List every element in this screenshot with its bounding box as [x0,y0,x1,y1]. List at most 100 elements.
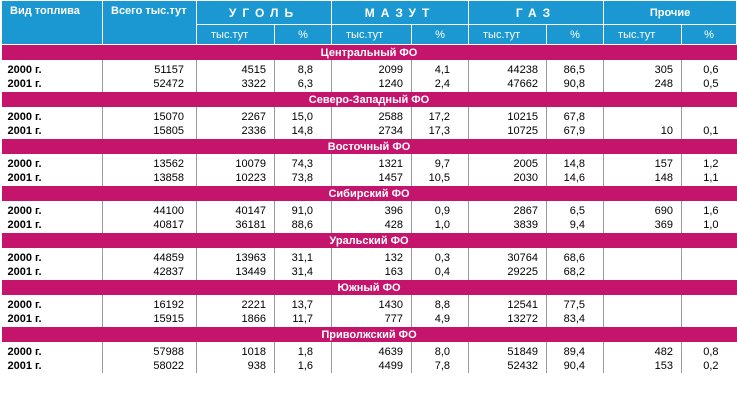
region-row: Сибирский ФО [1,185,737,201]
cell-gas-pct: 6,5 [546,201,605,218]
cell-other-pct: 0,2 [703,360,719,372]
cell-fuel-oil-pct: 9,7 [411,154,470,171]
cell-gas: 10215 [468,107,548,124]
cell-fuel-oil-pct: 2,4 [411,77,470,92]
cell-coal-pct: 1,6 [274,359,333,373]
table-row: 2001 г. 15915 1866 11,7 777 4,9 13272 83,4 [1,312,737,327]
cell-coal-pct: 91,0 [274,201,333,218]
cell-fuel-oil: 428 [331,218,413,233]
cell-fuel-oil: 4639 [331,342,413,359]
cell-year: 2001 г. [1,124,103,139]
region-row: Уральский ФО [1,232,737,248]
cell-gas: 13272 [468,312,548,327]
cell-other-pct: 0,5 [703,78,719,90]
gas-pct-header: % [546,24,605,45]
cell-gas-pct: 77,5 [546,295,605,312]
cell-coal: 1866 [196,312,275,327]
cell-coal-pct: 11,7 [274,312,333,327]
cell-gas: 30764 [468,248,548,265]
cell-coal: 13963 [196,248,275,265]
cell-total: 13562 [102,154,197,171]
cell-other-pct: 1,6 [703,205,719,217]
cell-coal-pct: 15,0 [274,107,333,124]
cell-fuel-oil: 1321 [331,154,413,171]
cell-coal: 1018 [196,342,275,359]
region-row: Северо-Западный ФО [1,91,737,107]
cell-coal: 13449 [196,265,275,280]
cell-year: 2000 г. [1,60,103,77]
coal-pct-header: % [273,24,333,45]
cell-gas-pct: 83,4 [546,312,605,327]
cell-fuel-oil-pct: 0,3 [411,248,470,265]
cell-coal: 10223 [196,171,275,186]
cell-year: 2001 г. [1,312,103,327]
cell-gas: 2867 [468,201,548,218]
cell-fuel-oil-pct: 4,1 [411,60,470,77]
cell-gas-pct: 14,8 [546,154,605,171]
cell-year: 2000 г. [1,342,103,359]
cell-other-pct [682,295,737,312]
cell-gas: 2030 [468,171,548,186]
cell-coal: 938 [196,359,275,373]
cell-other-pct: 0,1 [703,125,719,137]
cell-other-pct: 0,6 [703,64,719,76]
cell-total: 57988 [102,342,197,359]
region-name: Северо-Западный ФО [1,91,737,107]
cell-total: 15070 [102,107,197,124]
cell-other: 10 [603,124,683,139]
cell-total: 16192 [102,295,197,312]
table-row: 2001 г. 15805 2336 14,8 2734 17,3 10725 67,9 10 0… [1,124,737,139]
table-body: Центральный ФО 2000 г. 51157 4515 8,8 2099 4,1… [1,44,737,373]
cell-gas: 52432 [468,359,548,373]
cell-fuel-oil-pct: 10,5 [411,171,470,186]
cell-year: 2000 г. [1,201,103,218]
cell-coal-pct: 6,3 [274,77,333,92]
cell-fuel-oil-pct: 8,8 [411,295,470,312]
cell-coal: 3322 [196,77,275,92]
cell-other [603,248,683,265]
table-row: 2001 г. 58022 938 1,6 4499 7,8 52432 90,4 153 0,2 [1,359,737,373]
cell-total: 40817 [102,218,197,233]
cell-other: 369 [603,218,683,233]
total-header: Всего тыс.тут [102,0,197,45]
header-row-top: Вид топлива Всего тыс.тут УГОЛЬ МАЗУТ ГА… [1,0,737,45]
cell-coal: 2336 [196,124,275,139]
cell-other-pct: 1,2 [703,158,719,170]
cell-gas: 10725 [468,124,548,139]
region-name: Центральный ФО [1,44,737,60]
table-row: 2000 г. 15070 2267 15,0 2588 17,2 10215 67,8 [1,107,737,124]
cell-coal-pct: 88,6 [274,218,333,233]
cell-coal: 2221 [196,295,275,312]
cell-other: 157 [603,154,683,171]
cell-year: 2001 г. [1,171,103,186]
cell-other: 690 [603,201,683,218]
cell-year: 2000 г. [1,295,103,312]
cell-fuel-oil-pct: 1,0 [411,218,470,233]
cell-gas-pct: 90,4 [546,359,605,373]
coal-header: УГОЛЬ [195,0,333,25]
cell-coal-pct: 14,8 [274,124,333,139]
cell-coal-pct: 31,4 [274,265,333,280]
cell-fuel-oil-pct: 4,9 [411,312,470,327]
cell-other-pct: 1,1 [703,172,719,184]
other-header: Прочие [603,0,737,25]
cell-total: 44100 [102,201,197,218]
cell-coal-pct: 31,1 [274,248,333,265]
cell-total: 52472 [102,77,197,92]
cell-total: 58022 [102,359,197,373]
cell-total: 15915 [102,312,197,327]
cell-fuel-oil-pct: 17,2 [411,107,470,124]
fuel-type-header: Вид топлива [1,0,103,45]
cell-fuel-oil: 777 [331,312,413,327]
cell-year: 2001 г. [1,77,103,92]
cell-coal: 2267 [196,107,275,124]
cell-total: 44859 [102,248,197,265]
cell-other: 482 [603,342,683,359]
cell-fuel-oil: 132 [331,248,413,265]
cell-coal: 40147 [196,201,275,218]
cell-fuel-oil: 1457 [331,171,413,186]
other-unit-header: тыс.тут [603,24,683,45]
table-row: 2000 г. 44100 40147 91,0 396 0,9 2867 6,5 690 1,6 [1,201,737,218]
table-row: 2000 г. 16192 2221 13,7 1430 8,8 12541 77,5 [1,295,737,312]
cell-year: 2001 г. [1,218,103,233]
